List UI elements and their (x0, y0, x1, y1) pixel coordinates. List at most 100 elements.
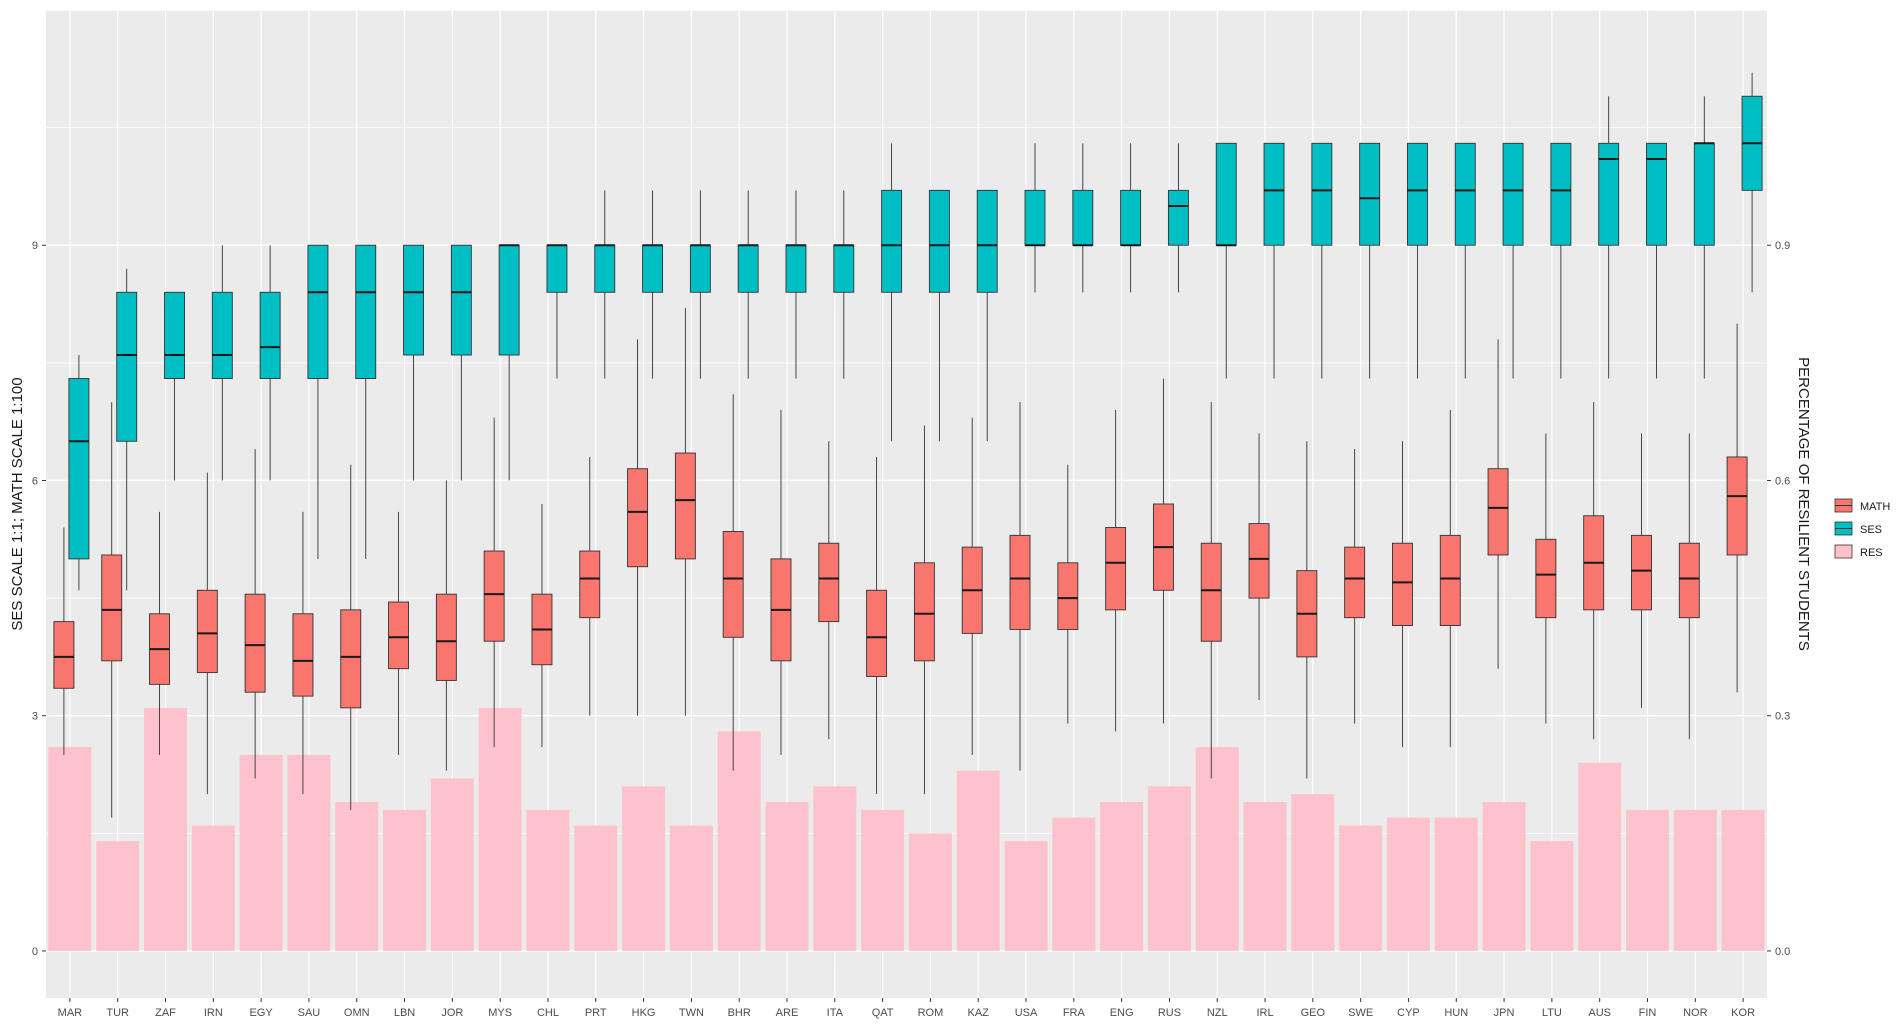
res-bar-hun (1434, 817, 1478, 951)
ses-prt-box (594, 244, 616, 293)
res-bar-are (765, 801, 809, 951)
math-kor-box (1726, 456, 1748, 556)
res-bar-cyp (1386, 817, 1430, 951)
math-twn-box (674, 452, 696, 560)
res-bar-geo (1291, 794, 1335, 951)
ses-ita-box (833, 244, 855, 293)
ses-usa-box (1024, 189, 1046, 246)
ses-geo-box (1311, 142, 1333, 246)
math-ltu-box (1535, 538, 1557, 619)
x-tick-label: PRT (585, 1007, 607, 1019)
math-irl-box (1248, 523, 1270, 599)
x-tick-label: IRL (1256, 1007, 1273, 1019)
res-bar-usa (1004, 841, 1048, 951)
ses-hun-box (1454, 142, 1476, 246)
ses-mys-box (498, 244, 520, 356)
x-tick-label: JOR (441, 1007, 463, 1019)
ses-chl-box (546, 244, 568, 293)
x-tick-label: GEO (1301, 1007, 1326, 1019)
math-hkg-box (627, 468, 649, 568)
res-bar-jpn (1482, 801, 1526, 951)
res-bar-fra (1052, 817, 1096, 951)
x-tick-label: CYP (1397, 1007, 1420, 1019)
right-tick-label: 0.6 (1775, 475, 1790, 487)
res-bar-hkg (622, 786, 666, 951)
x-tick-label: KOR (1731, 1007, 1755, 1019)
res-bar-kor (1721, 809, 1765, 951)
x-tick-label: ROM (918, 1007, 944, 1019)
res-bar-eng (1100, 801, 1144, 951)
res-bar-sau (287, 754, 331, 951)
ses-irn-box (211, 291, 233, 379)
ses-qat-box (881, 189, 903, 293)
math-qat-box (866, 589, 888, 677)
ses-jor-box (450, 244, 472, 356)
ses-twn-box (689, 244, 711, 293)
right-axis-title: PERCENTAGE OF RESILIENT STUDENTS (1795, 357, 1812, 651)
x-tick-label: AUS (1588, 1007, 1611, 1019)
math-mar-box (53, 621, 75, 689)
res-bar-qat (861, 809, 905, 951)
math-usa-box (1009, 534, 1031, 630)
left-axis-title: SES SCALE 1:1; MATH SCALE 1:100 (9, 377, 26, 630)
ses-jpn-box (1502, 142, 1524, 246)
x-tick-label: MYS (488, 1007, 512, 1019)
x-tick-label: ITA (827, 1007, 844, 1019)
legend-key-res (1834, 544, 1853, 559)
math-jor-box (435, 593, 457, 681)
x-tick-label: SWE (1348, 1007, 1373, 1019)
legend: MATH SES RES (1834, 498, 1890, 559)
x-tick-label: ARE (776, 1007, 799, 1019)
axes: 0 3 6 9 0.0 0.3 0.6 0.9 MAR TUR ZAF IRN EGY SAU OMN LBN… (32, 240, 1790, 1019)
x-tick-label: USA (1015, 1007, 1038, 1019)
legend-label-ses: SES (1860, 524, 1882, 536)
math-bhr-box (722, 530, 744, 638)
math-omn-box (340, 609, 362, 709)
math-mys-box (483, 550, 505, 642)
res-bar-omn (335, 801, 379, 951)
res-bar-mys (478, 707, 522, 951)
ses-aus-box (1598, 142, 1620, 246)
math-prt-box (579, 550, 601, 619)
math-ita-box (818, 542, 840, 623)
ses-fra-box (1072, 189, 1094, 246)
res-bar-zaf (144, 707, 188, 951)
res-bar-irl (1243, 801, 1287, 951)
right-tick-label: 0.9 (1775, 240, 1790, 252)
x-tick-label: FIN (1639, 1007, 1657, 1019)
ses-eng-box (1120, 189, 1142, 246)
x-tick-label: BHR (728, 1007, 751, 1019)
left-tick-label: 0 (32, 946, 38, 958)
math-fin-box (1631, 534, 1652, 611)
x-tick-label: SAU (298, 1007, 321, 1019)
ses-fin-box (1646, 142, 1667, 246)
ses-rom-box (928, 189, 950, 293)
math-jpn-box (1487, 468, 1509, 556)
math-hun-box (1439, 534, 1461, 626)
right-tick-label: 0.0 (1775, 946, 1790, 958)
legend-label-res: RES (1860, 547, 1883, 559)
ses-rus-box (1167, 189, 1189, 246)
math-cyp-box (1392, 542, 1413, 626)
math-lbn-box (388, 601, 409, 670)
res-bar-lbn (383, 809, 427, 951)
left-tick-label: 6 (32, 475, 38, 487)
x-tick-label: HUN (1444, 1007, 1468, 1019)
res-bar-mar (48, 747, 92, 951)
res-bar-rus (1147, 786, 1191, 951)
ses-swe-box (1359, 142, 1381, 246)
ses-zaf-box (164, 291, 185, 379)
x-tick-label: LBN (394, 1007, 415, 1019)
ses-omn-box (355, 244, 377, 379)
x-tick-label: MAR (58, 1007, 83, 1019)
math-tur-box (101, 554, 123, 662)
ses-sau-box (307, 244, 329, 379)
x-tick-label: IRN (204, 1007, 223, 1019)
x-tick-label: NZL (1207, 1007, 1228, 1019)
res-bars (48, 707, 1765, 951)
x-tick-label: JPN (1494, 1007, 1515, 1019)
ses-kaz-box (976, 189, 998, 293)
x-tick-label: EGY (250, 1007, 274, 1019)
ses-lbn-box (403, 244, 424, 356)
